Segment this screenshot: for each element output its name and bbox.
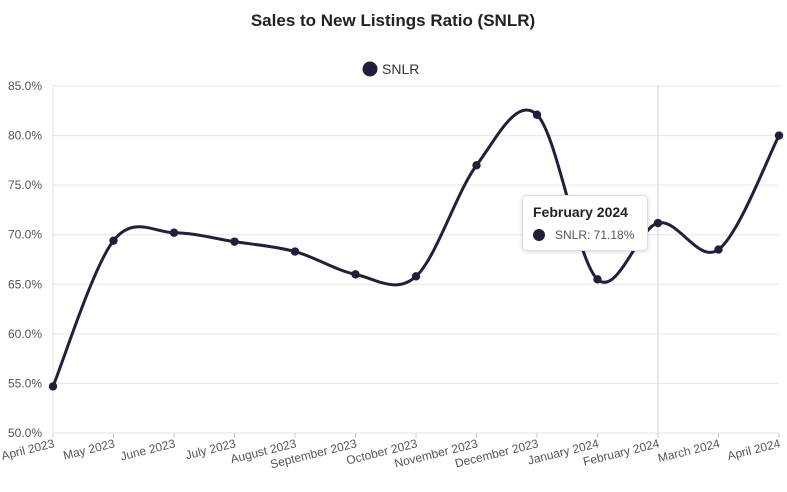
x-tick-label: April 2024 <box>726 436 782 463</box>
chart-title: Sales to New Listings Ratio (SNLR) <box>251 11 535 30</box>
y-tick-label: 65.0% <box>8 277 42 291</box>
grid <box>52 85 779 434</box>
data-point[interactable] <box>230 237 239 246</box>
data-point[interactable] <box>290 247 300 256</box>
tooltip-title: February 2024 <box>533 204 628 220</box>
x-tick-label: June 2023 <box>119 436 177 463</box>
y-tick-label: 70.0% <box>8 228 42 242</box>
data-point[interactable] <box>351 270 360 279</box>
data-point[interactable] <box>653 218 663 228</box>
y-tick-label: 85.0% <box>8 79 42 93</box>
data-point[interactable] <box>472 161 481 170</box>
tooltip-series-marker <box>533 229 545 241</box>
data-point[interactable] <box>109 236 118 245</box>
data-point[interactable] <box>774 131 784 140</box>
y-tick-label: 60.0% <box>8 327 42 341</box>
x-axis: April 2023 May 2023 June 2023 July 2023Augu… <box>0 433 782 471</box>
data-point[interactable] <box>48 382 58 391</box>
tooltip: February 2024 SNLR: 71.18% <box>522 195 648 251</box>
tooltip-row: SNLR: 71.18% <box>533 228 637 242</box>
data-points <box>48 110 784 391</box>
legend[interactable]: SNLR <box>362 61 420 77</box>
y-axis: 50.0% 55.0% 60.0% 65.0% 70.0% 75.0% 80.0% 85.0% <box>8 79 42 440</box>
series-line-snlr <box>51 108 781 387</box>
y-tick-label: 75.0% <box>8 178 42 192</box>
y-tick-label: 50.0% <box>8 426 42 440</box>
data-point[interactable] <box>411 272 421 281</box>
data-point[interactable] <box>714 245 723 254</box>
y-tick-label: 80.0% <box>8 129 42 143</box>
data-point[interactable] <box>532 110 542 119</box>
x-tick-label: May 2023 <box>62 436 117 462</box>
data-point[interactable] <box>593 275 602 284</box>
x-tick-label: April 2023 <box>0 436 56 463</box>
tooltip-value: SNLR: 71.18% <box>555 228 635 242</box>
data-point[interactable] <box>169 228 179 237</box>
legend-label: SNLR <box>382 61 419 77</box>
legend-marker <box>362 61 378 77</box>
y-tick-label: 55.0% <box>8 376 42 390</box>
x-tick-label: March 2024 <box>656 436 721 465</box>
